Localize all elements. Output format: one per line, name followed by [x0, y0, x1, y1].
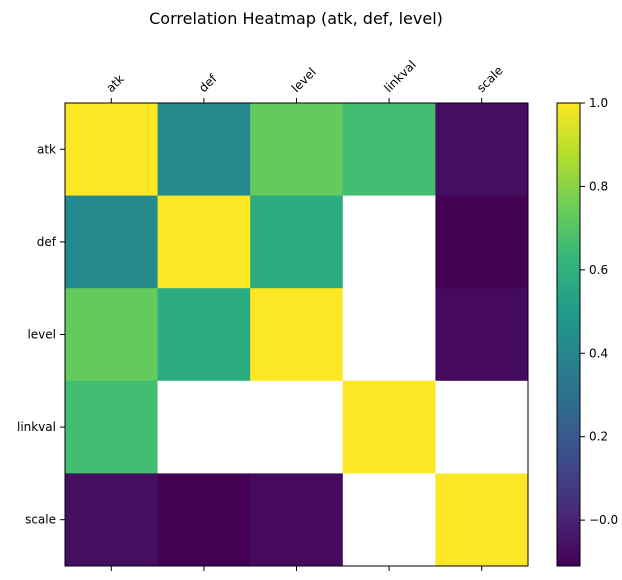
y-tick-label: scale — [25, 513, 56, 527]
colorbar-tick-label: 0.6 — [589, 263, 608, 277]
colorbar — [557, 103, 580, 566]
heatmap-cell — [342, 380, 436, 474]
colorbar-axis: −0.0 0.2 0.4 0.6 0.8 1.0 — [580, 96, 618, 527]
y-tick-label: linkval — [17, 420, 56, 434]
colorbar-tick-label: 0.4 — [589, 346, 608, 360]
heatmap-cell — [342, 288, 436, 382]
heatmap-cell — [435, 288, 529, 382]
heatmap-cell — [250, 288, 344, 382]
x-tick-label: level — [289, 65, 319, 95]
colorbar-tick-label: 0.2 — [589, 430, 608, 444]
heatmap-cell — [65, 380, 159, 474]
heatmap-cell — [435, 380, 529, 474]
heatmap-cell — [250, 103, 344, 197]
y-tick-label: def — [37, 235, 57, 249]
x-tick-label: scale — [474, 63, 506, 95]
heatmap-cell — [435, 195, 529, 289]
heatmap-cell — [157, 288, 251, 382]
colorbar-tick-label: 0.8 — [589, 179, 608, 193]
chart-title: Correlation Heatmap (atk, def, level) — [149, 9, 443, 28]
x-tick-label: def — [196, 71, 220, 95]
y-axis: atk def level linkval scale — [17, 142, 65, 527]
heatmap-cell — [157, 195, 251, 289]
heatmap-cell — [342, 473, 436, 567]
colorbar-frame — [556, 102, 581, 567]
heatmap-cells — [65, 103, 529, 567]
x-tick-label: linkval — [381, 58, 418, 95]
heatmap-cell — [157, 380, 251, 474]
heatmap-cell — [435, 473, 529, 567]
y-tick-label: level — [27, 328, 56, 342]
heatmap-cell — [250, 195, 344, 289]
heatmap-cell — [157, 473, 251, 567]
heatmap-cell — [250, 380, 344, 474]
heatmap-cell — [65, 195, 159, 289]
x-tick-label: atk — [104, 72, 127, 95]
heatmap-cell — [435, 103, 529, 197]
colorbar-tick-label: 1.0 — [589, 96, 608, 110]
heatmap-cell — [157, 103, 251, 197]
heatmap-cell — [342, 103, 436, 197]
colorbar-tick-label: −0.0 — [589, 513, 618, 527]
heatmap-cell — [65, 288, 159, 382]
y-tick-label: atk — [37, 142, 56, 156]
heatmap-cell — [342, 195, 436, 289]
heatmap-cell — [65, 103, 159, 197]
heatmap-cell — [65, 473, 159, 567]
heatmap-cell — [250, 473, 344, 567]
